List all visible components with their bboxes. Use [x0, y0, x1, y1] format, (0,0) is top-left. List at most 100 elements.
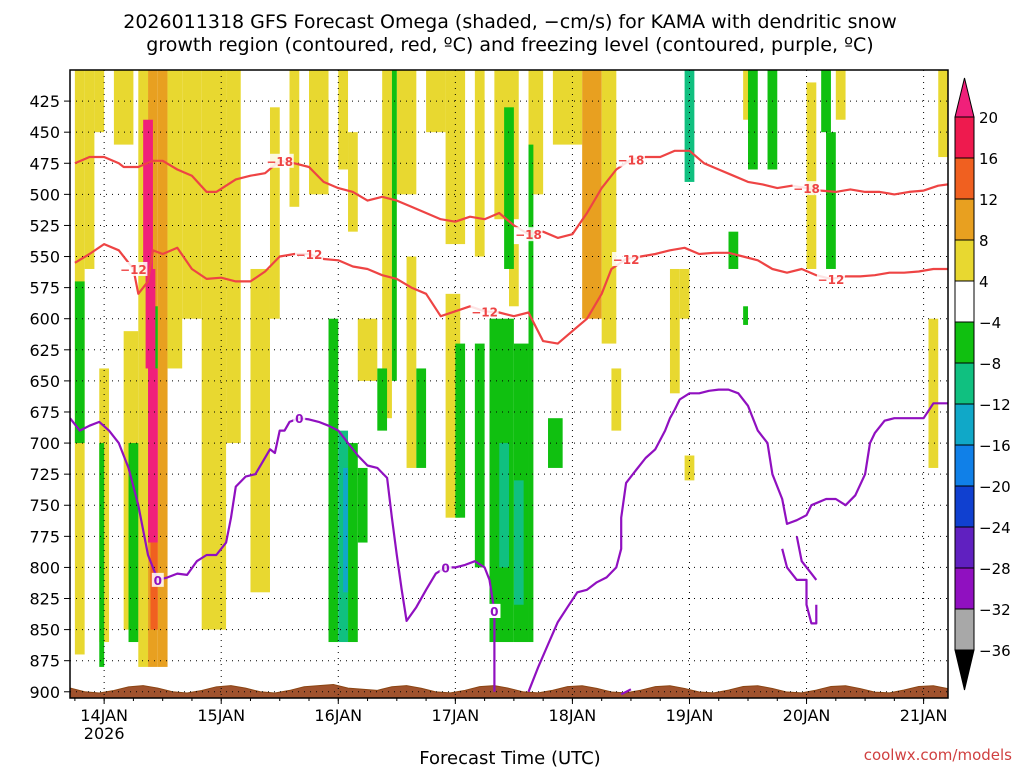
y-tick-label: 600 [29, 310, 60, 329]
colorbar-label: −16 [979, 437, 1011, 455]
omega-cell [426, 70, 446, 133]
omega-cell [182, 70, 202, 319]
freezing-contour-line [620, 688, 632, 696]
omega-cell [474, 343, 485, 568]
omega-cell [684, 455, 695, 481]
omega-cell [582, 70, 602, 319]
colorbar-label: 16 [979, 150, 998, 168]
dgz-contour-label: −18 [618, 154, 645, 168]
freezing-contour-label-bg [293, 411, 306, 426]
colorbar-label: −4 [979, 314, 1001, 332]
omega-cell [309, 70, 329, 195]
omega-cell [99, 443, 105, 667]
omega-cell [357, 318, 378, 381]
omega-cell [167, 70, 183, 369]
colorbar-segment [954, 608, 975, 651]
omega-cell [513, 480, 524, 605]
omega-cell [684, 70, 695, 182]
omega-cell [928, 318, 939, 468]
omega-cell [601, 70, 617, 344]
freezing-contour-label: 0 [295, 412, 303, 426]
y-tick-label: 475 [29, 154, 60, 173]
omega-cell [338, 70, 349, 170]
colorbar-segment [954, 485, 975, 528]
omega-cell [499, 443, 509, 568]
colorbar-segment [954, 280, 975, 323]
omega-cell [348, 443, 358, 643]
omega-cell [611, 368, 622, 431]
omega-cell [474, 70, 485, 257]
colorbar-label: 8 [979, 232, 989, 250]
omega-core-cell [145, 268, 156, 369]
freezing-contour-line [795, 536, 818, 581]
terrain-area [70, 683, 948, 698]
y-tick-label: 550 [29, 248, 60, 267]
colorbar-segment [954, 157, 975, 200]
colorbar-label: −36 [979, 642, 1011, 660]
dgz-contour-label-bg [295, 247, 324, 262]
colorbar-top-arrow [954, 77, 975, 118]
freezing-contour-label-bg [439, 560, 452, 575]
omega-cell [504, 107, 514, 269]
omega-cell [84, 70, 95, 269]
colorbar-segment [954, 239, 975, 282]
dgz-contour-label: −12 [818, 273, 845, 287]
omega-cell [728, 231, 739, 269]
freezing-contour-line [527, 388, 948, 693]
dgz-contour-label: −12 [471, 305, 498, 319]
grid-lines [70, 70, 948, 698]
colorbar-segment [954, 198, 975, 241]
y-tick-label: 425 [29, 92, 60, 111]
dgz-contour-label: −18 [793, 182, 820, 196]
colorbar-label: −12 [979, 396, 1011, 414]
omega-cell [445, 70, 466, 245]
chart-title-line2: growth region (contoured, red, ºC) and f… [146, 34, 873, 56]
freezing-contour-label-bg [488, 603, 501, 618]
colorbar-segment [954, 116, 975, 159]
omega-cell [348, 132, 358, 232]
omega-cell [669, 268, 680, 394]
y-tick-label: 725 [29, 465, 60, 484]
colorbar-label: 4 [979, 273, 989, 291]
omega-cell [157, 70, 168, 667]
dgz-contour-label: −18 [515, 228, 542, 242]
omega-cell [509, 244, 519, 307]
x-tick-label: 16JAN [314, 706, 362, 725]
omega-cell [382, 70, 392, 419]
colorbar-segment [954, 403, 975, 446]
dgz-contour-label-bg [470, 304, 499, 319]
y-tick-label: 650 [29, 372, 60, 391]
omega-cell [269, 107, 280, 319]
x-tick-label: 15JAN [197, 706, 245, 725]
dgz-contour-label-bg [792, 181, 821, 196]
y-tick-label: 850 [29, 621, 60, 640]
colorbar-label: −8 [979, 355, 1001, 373]
omega-cell [528, 144, 534, 643]
omega-cell [377, 368, 388, 431]
y-tick-label: 525 [29, 216, 60, 235]
contour-lines: −18−18−18−18−12−12−12−12−120000000 [70, 149, 948, 696]
omega-cell [128, 443, 139, 643]
omega-core-cell [148, 368, 158, 543]
credit-text: coolwx.com/models [864, 746, 1012, 764]
x-tick-label: 14JAN [80, 706, 128, 725]
omega-cell [806, 82, 817, 269]
dgz-contour-label-bg [816, 271, 845, 286]
x-tick-label: 21JAN [900, 706, 948, 725]
colorbar-label: 12 [979, 191, 998, 209]
colorbar: 20 16 12 8 4 −4 −8 −12 −16 −20 −24 −28 −32 −36 [954, 77, 1011, 691]
y-tick-label: 875 [29, 652, 60, 671]
dgz-contour-label-bg [616, 152, 645, 167]
y-tick-label: 675 [29, 403, 60, 422]
colorbar-label: 20 [979, 109, 998, 127]
dgz-contour-label-bg [514, 227, 543, 242]
x-tick-label: 17JAN [431, 706, 479, 725]
omega-cell [201, 70, 227, 630]
omega-cell [343, 467, 349, 593]
colorbar-segment [954, 567, 975, 610]
omega-cell [357, 467, 368, 543]
dgz-contour-label: −12 [296, 248, 323, 262]
dgz-contour-label-bg [265, 153, 294, 168]
omega-cell [250, 268, 270, 593]
